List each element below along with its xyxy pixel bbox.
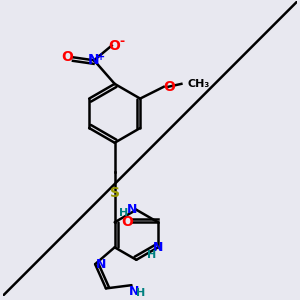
Text: CH₃: CH₃ bbox=[187, 79, 209, 89]
Text: -: - bbox=[119, 34, 124, 48]
Text: H: H bbox=[136, 287, 145, 298]
Text: O: O bbox=[164, 80, 176, 94]
Text: N: N bbox=[129, 285, 140, 298]
Text: N: N bbox=[153, 241, 163, 254]
Text: O: O bbox=[109, 39, 121, 52]
Text: N: N bbox=[88, 53, 100, 67]
Text: O: O bbox=[121, 215, 133, 229]
Text: +: + bbox=[97, 52, 106, 62]
Text: N: N bbox=[96, 258, 106, 271]
Text: H: H bbox=[147, 250, 156, 260]
Text: N: N bbox=[127, 203, 137, 216]
Text: O: O bbox=[61, 50, 74, 64]
Text: H: H bbox=[119, 208, 129, 218]
Text: S: S bbox=[110, 186, 120, 200]
